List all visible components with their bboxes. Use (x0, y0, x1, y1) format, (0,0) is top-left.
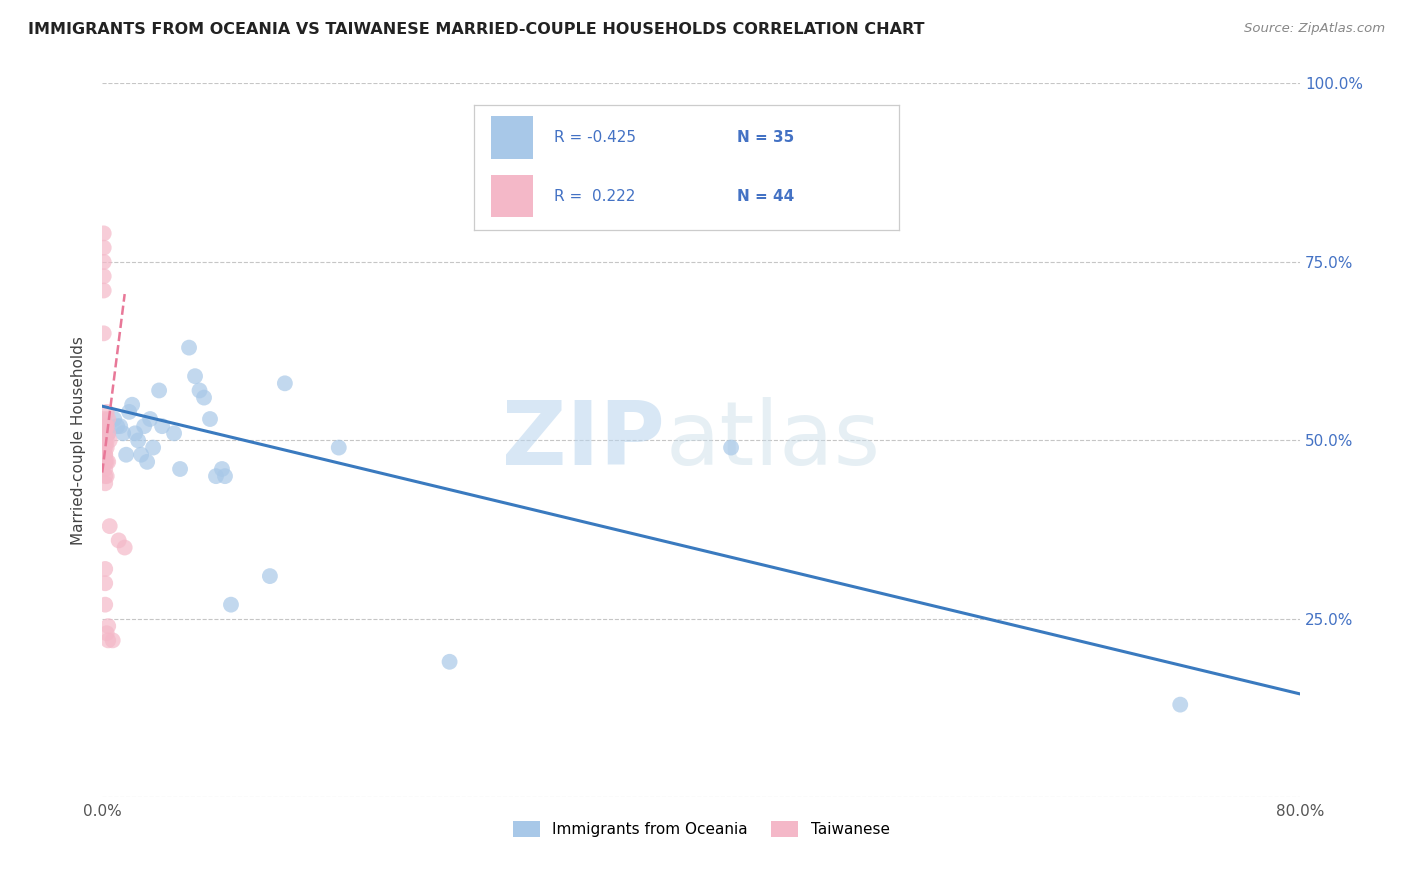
Point (108, 419, 131, 434)
Point (107, 533, 129, 548)
Point (96, 405, 118, 419)
Point (96, 419, 118, 434)
Point (96, 441, 118, 455)
Point (93, 426, 115, 441)
Point (115, 448, 138, 462)
Point (93, 326, 115, 341)
Point (129, 448, 152, 462)
Point (136, 455, 159, 469)
Point (112, 426, 135, 441)
Point (121, 398, 143, 412)
Point (94, 441, 117, 455)
Point (214, 469, 236, 483)
Point (93, 255, 115, 269)
Legend: Immigrants from Oceania, Taiwanese: Immigrants from Oceania, Taiwanese (506, 815, 896, 843)
Point (101, 633, 124, 648)
Point (94, 419, 117, 434)
Y-axis label: Married-couple Households: Married-couple Households (72, 336, 86, 545)
Point (97, 619, 120, 633)
Point (96, 419, 118, 434)
Point (96, 626, 118, 640)
Text: Source: ZipAtlas.com: Source: ZipAtlas.com (1244, 22, 1385, 36)
Point (94, 434, 117, 448)
Point (274, 376, 297, 391)
Point (219, 598, 242, 612)
Point (439, 655, 461, 669)
Point (97, 426, 120, 441)
Point (93, 441, 115, 455)
Point (94, 448, 117, 462)
Point (96, 469, 118, 483)
Point (98, 519, 121, 533)
Point (177, 341, 200, 355)
Point (124, 426, 146, 441)
Text: ZIP: ZIP (502, 397, 665, 484)
Point (193, 391, 215, 405)
Point (93, 441, 115, 455)
Point (205, 469, 228, 483)
Point (97, 426, 120, 441)
Point (150, 419, 173, 434)
Point (93, 227, 115, 241)
Point (94, 455, 117, 469)
Point (94, 562, 117, 576)
Point (127, 434, 149, 448)
Point (94, 576, 117, 591)
Point (97, 455, 120, 469)
Point (134, 419, 156, 434)
Point (96, 434, 118, 448)
Point (1168, 698, 1191, 712)
Point (94, 448, 117, 462)
Point (105, 419, 128, 434)
Point (97, 633, 120, 648)
Point (259, 569, 281, 583)
Point (93, 412, 115, 426)
Point (103, 412, 125, 426)
Point (93, 284, 115, 298)
Point (96, 455, 118, 469)
Point (142, 441, 165, 455)
Point (93, 241, 115, 255)
Point (94, 455, 117, 469)
Text: IMMIGRANTS FROM OCEANIA VS TAIWANESE MARRIED-COUPLE HOUSEHOLDS CORRELATION CHART: IMMIGRANTS FROM OCEANIA VS TAIWANESE MAR… (28, 22, 925, 37)
Point (163, 426, 186, 441)
Point (94, 598, 117, 612)
Point (198, 412, 221, 426)
Point (169, 462, 191, 476)
Point (93, 434, 115, 448)
Point (328, 441, 350, 455)
Point (94, 419, 117, 434)
Point (94, 469, 117, 483)
Point (94, 426, 117, 441)
Point (139, 412, 162, 426)
Point (93, 269, 115, 284)
Point (211, 462, 233, 476)
Point (118, 405, 141, 419)
Point (94, 476, 117, 491)
Point (97, 412, 120, 426)
Point (720, 441, 742, 455)
Text: atlas: atlas (665, 397, 880, 484)
Point (98, 434, 121, 448)
Point (148, 384, 170, 398)
Point (188, 384, 211, 398)
Point (184, 369, 207, 384)
Point (114, 541, 136, 555)
Point (94, 462, 117, 476)
